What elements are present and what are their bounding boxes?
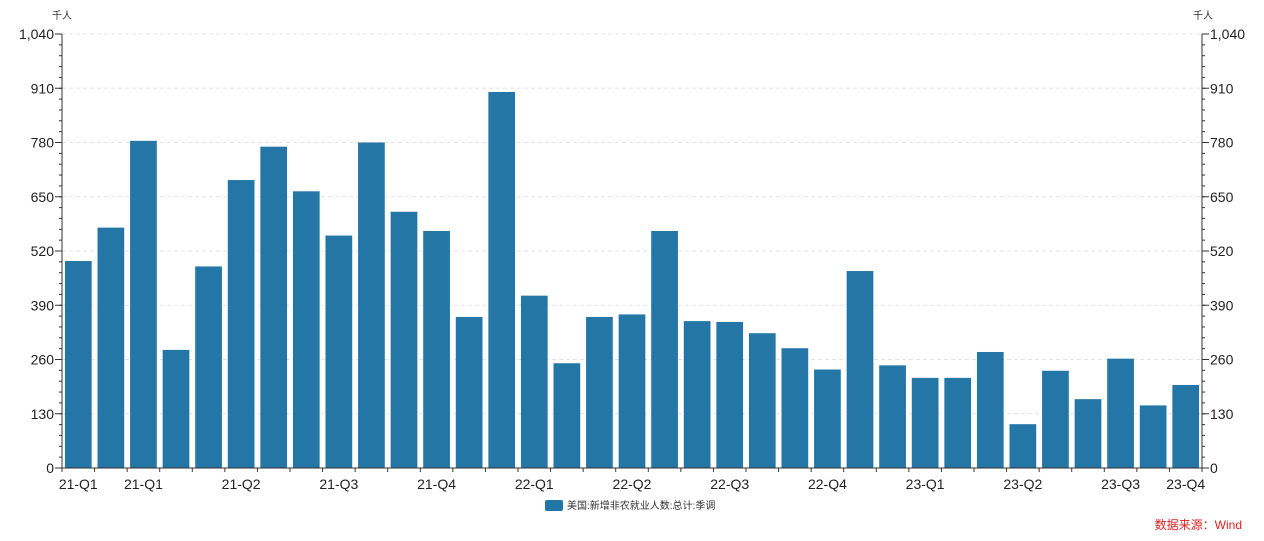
y-axis-unit-left: 千人: [52, 10, 72, 22]
y-tick-label-right: 1,040: [1210, 26, 1245, 42]
bar[interactable]: [1107, 358, 1134, 468]
bar[interactable]: [553, 363, 581, 468]
x-tick-label: 22-Q2: [613, 476, 652, 492]
y-tick-label-left: 0: [46, 460, 54, 476]
legend-label: 美国:新增非农就业人数:总计:季调: [567, 499, 715, 512]
axes: 0 0 130 130 260 260 390 390 520 520 650 650 780 780 91…: [19, 26, 1245, 492]
y-tick-label-left: 1,040: [19, 26, 54, 42]
y-tick-label-right: 780: [1210, 135, 1234, 151]
x-tick-label: 22-Q1: [515, 476, 554, 492]
bar[interactable]: [227, 180, 255, 469]
bar[interactable]: [260, 146, 288, 468]
y-axis-unit-right: 千人: [1193, 10, 1213, 22]
bar[interactable]: [130, 140, 157, 469]
x-tick-label: 21-Q4: [417, 476, 456, 492]
bar[interactable]: [520, 295, 548, 468]
x-tick-label: 23-Q4: [1166, 476, 1205, 492]
x-tick-label: 21-Q1: [59, 476, 98, 492]
bar[interactable]: [325, 235, 353, 468]
bar[interactable]: [1074, 399, 1102, 468]
bars: [64, 92, 1200, 469]
bar[interactable]: [390, 211, 418, 468]
bar[interactable]: [358, 142, 385, 469]
bar[interactable]: [976, 351, 1004, 468]
y-tick-label-left: 260: [31, 352, 55, 368]
x-tick-label: 21-Q2: [222, 476, 261, 492]
y-tick-label-right: 390: [1210, 297, 1234, 313]
bar[interactable]: [292, 191, 320, 468]
y-tick-label-left: 520: [31, 243, 55, 259]
y-tick-label-left: 910: [31, 80, 55, 96]
bar[interactable]: [162, 349, 190, 468]
bar[interactable]: [618, 314, 646, 468]
bar[interactable]: [1139, 405, 1167, 468]
y-tick-label-left: 130: [31, 406, 55, 422]
bar[interactable]: [488, 92, 516, 468]
y-tick-label-right: 520: [1210, 243, 1234, 259]
bar[interactable]: [846, 271, 874, 468]
x-tick-label: 21-Q3: [319, 476, 358, 492]
bar[interactable]: [1172, 384, 1200, 468]
x-tick-label: 23-Q1: [906, 476, 945, 492]
x-tick-label: 22-Q3: [710, 476, 749, 492]
x-tick-label: 22-Q4: [808, 476, 847, 492]
y-tick-label-right: 910: [1210, 80, 1234, 96]
legend-swatch: [545, 500, 563, 511]
x-tick-label: 23-Q3: [1101, 476, 1140, 492]
y-tick-label-left: 390: [31, 297, 55, 313]
y-tick-label-right: 650: [1210, 189, 1234, 205]
bar[interactable]: [423, 230, 450, 468]
bar[interactable]: [944, 377, 972, 468]
bar[interactable]: [781, 348, 809, 468]
bar[interactable]: [651, 230, 678, 468]
bar[interactable]: [748, 333, 776, 468]
y-tick-label-left: 780: [31, 135, 55, 151]
bar[interactable]: [879, 365, 906, 468]
bar[interactable]: [455, 316, 483, 468]
bar[interactable]: [64, 261, 92, 468]
bar[interactable]: [911, 377, 939, 468]
y-tick-label-right: 0: [1210, 460, 1218, 476]
bar[interactable]: [97, 227, 125, 468]
bar[interactable]: [814, 369, 841, 468]
legend[interactable]: 美国:新增非农就业人数:总计:季调: [545, 499, 715, 512]
bar[interactable]: [1009, 424, 1037, 468]
y-tick-label-right: 260: [1210, 352, 1234, 368]
bar[interactable]: [683, 321, 711, 468]
y-tick-label-right: 130: [1210, 406, 1234, 422]
bar[interactable]: [195, 266, 222, 468]
data-source-note: 数据来源：Wind: [1155, 517, 1242, 532]
y-tick-label-left: 650: [31, 189, 55, 205]
x-tick-label: 23-Q2: [1003, 476, 1042, 492]
bar[interactable]: [1042, 370, 1069, 468]
bar[interactable]: [586, 316, 613, 468]
bar[interactable]: [716, 321, 744, 468]
x-tick-label: 21-Q1: [124, 476, 163, 492]
